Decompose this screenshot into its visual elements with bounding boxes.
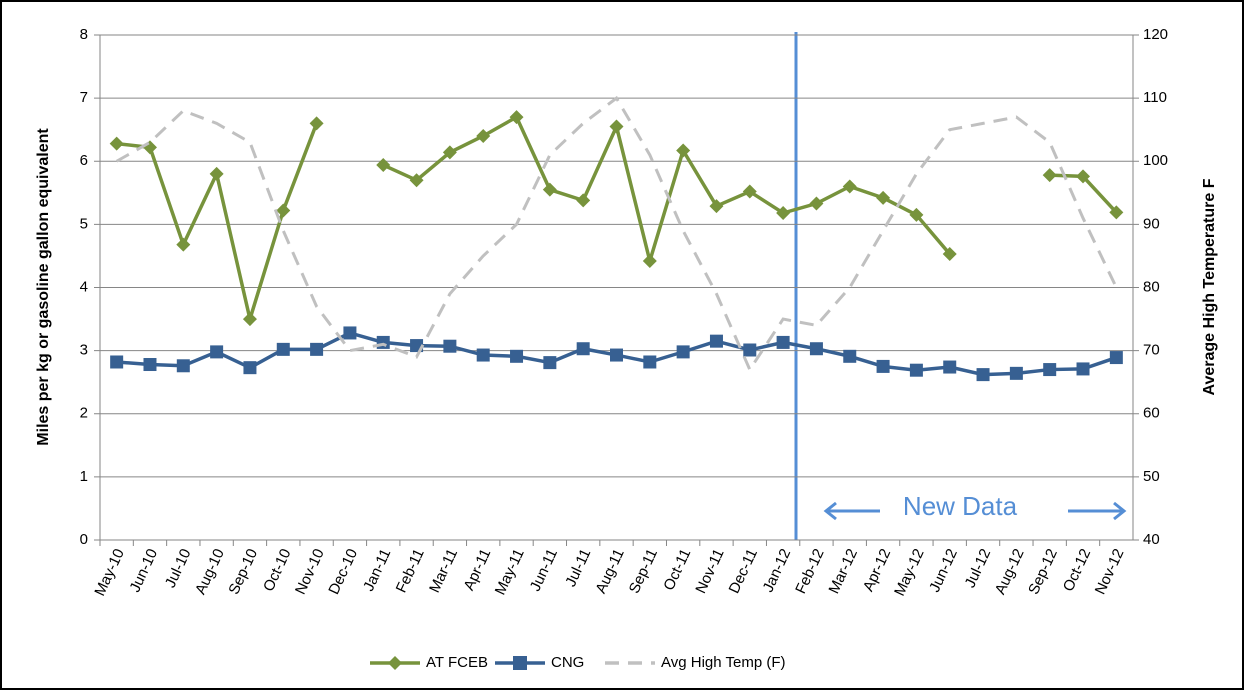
- point: [376, 335, 390, 349]
- point: [776, 335, 790, 349]
- point: [476, 348, 490, 362]
- point: [276, 342, 290, 356]
- point: [242, 312, 257, 327]
- point: [143, 358, 157, 372]
- y-tick-label: 2: [80, 405, 88, 422]
- point: [1076, 169, 1091, 184]
- point: [509, 110, 524, 125]
- annotation-arrows: [823, 501, 1127, 521]
- point: [1009, 366, 1023, 380]
- point: [876, 359, 890, 373]
- y-tick-label: 3: [80, 342, 88, 359]
- y-tick-label: 8: [80, 26, 88, 43]
- point: [310, 342, 324, 356]
- point: [1042, 168, 1057, 183]
- point: [842, 179, 857, 194]
- y-tick-label: 1: [80, 468, 88, 485]
- y2-axis-title: Average High Temperature F: [1201, 178, 1218, 395]
- point: [1109, 205, 1124, 220]
- point: [1043, 363, 1057, 377]
- point: [909, 363, 923, 377]
- y-axis-title: Miles per kg or gasoline gallon equivale…: [35, 128, 52, 446]
- point: [443, 339, 457, 353]
- point: [343, 326, 357, 340]
- point: [110, 355, 124, 369]
- point: [276, 203, 291, 218]
- point: [109, 136, 124, 151]
- point: [442, 145, 457, 160]
- point: [542, 182, 557, 197]
- point: [776, 206, 791, 221]
- point: [609, 119, 624, 134]
- point: [709, 334, 723, 348]
- legend-label: CNG: [551, 654, 584, 671]
- point: [476, 129, 491, 143]
- point: [1076, 362, 1090, 376]
- point: [576, 342, 590, 356]
- legend-label: AT FCEB: [426, 654, 488, 671]
- point: [209, 166, 224, 181]
- point: [309, 116, 324, 131]
- point: [742, 184, 757, 199]
- y-tick-label: 7: [80, 89, 88, 106]
- point: [809, 342, 823, 356]
- annotation: New Data: [903, 491, 1018, 521]
- y2-tick-label: 50: [1143, 468, 1160, 485]
- point: [743, 343, 757, 357]
- point: [376, 158, 391, 173]
- point: [709, 199, 724, 214]
- point: [976, 368, 990, 382]
- y2-tick-label: 100: [1143, 152, 1168, 169]
- point: [642, 253, 657, 268]
- y2-tick-label: 40: [1143, 531, 1160, 548]
- y-tick-label: 5: [80, 215, 88, 232]
- point: [176, 237, 191, 252]
- point: [610, 348, 623, 362]
- point: [809, 196, 824, 211]
- y2-tick-label: 90: [1143, 215, 1160, 232]
- y2-tick-label: 70: [1143, 342, 1160, 359]
- point: [510, 349, 524, 363]
- point: [909, 207, 924, 222]
- y-tick-label: 4: [80, 278, 88, 295]
- point: [1109, 351, 1123, 365]
- legend-marker: [513, 656, 527, 670]
- point: [210, 345, 224, 359]
- y2-tick-label: 120: [1143, 26, 1168, 43]
- point: [243, 361, 257, 375]
- point: [176, 359, 190, 373]
- series-line: [115, 95, 1118, 373]
- point: [409, 173, 424, 188]
- legend-label: Avg High Temp (F): [661, 654, 786, 671]
- y2-tick-label: 110: [1143, 89, 1167, 106]
- point: [676, 345, 690, 359]
- point: [843, 349, 857, 363]
- y2-tick-label: 80: [1143, 278, 1160, 295]
- point: [676, 143, 691, 158]
- y-tick-label: 6: [80, 152, 88, 169]
- point: [576, 193, 591, 208]
- legend-marker: [388, 656, 402, 670]
- point: [643, 355, 657, 369]
- point: [943, 360, 957, 374]
- point: [942, 247, 957, 262]
- y-tick-label: 0: [80, 531, 88, 548]
- y2-tick-label: 60: [1143, 405, 1160, 422]
- point: [876, 190, 891, 205]
- point: [543, 356, 557, 370]
